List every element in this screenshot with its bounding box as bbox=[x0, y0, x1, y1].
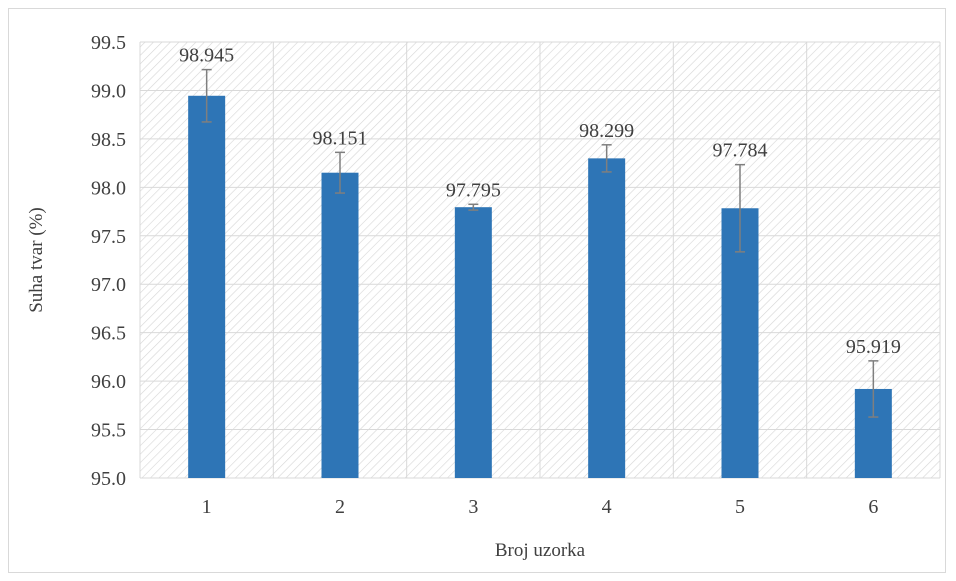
x-tick-label: 4 bbox=[602, 496, 612, 518]
y-tick-label: 99.5 bbox=[91, 32, 126, 54]
data-label: 97.784 bbox=[713, 140, 768, 162]
x-tick-label: 2 bbox=[335, 496, 345, 518]
y-tick-label: 96.0 bbox=[91, 371, 126, 393]
x-axis-title: Broj uzorka bbox=[495, 540, 586, 561]
bar bbox=[588, 158, 626, 478]
data-label: 98.299 bbox=[579, 120, 634, 142]
x-tick-label: 6 bbox=[868, 496, 878, 518]
y-axis-title: Suha tvar (%) bbox=[26, 207, 47, 313]
grid-lines bbox=[139, 41, 941, 479]
x-tick-label: 3 bbox=[468, 496, 478, 518]
bar bbox=[454, 207, 492, 478]
y-tick-label: 97.5 bbox=[91, 226, 126, 248]
x-tick-labels: 1 2 3 4 5 6 bbox=[202, 496, 879, 518]
y-tick-label: 99.0 bbox=[91, 80, 126, 102]
y-tick-label: 95.0 bbox=[91, 468, 126, 490]
x-tick-label: 5 bbox=[735, 496, 745, 518]
y-tick-label: 97.0 bbox=[91, 274, 126, 296]
y-tick-label: 95.5 bbox=[91, 420, 126, 442]
bar bbox=[321, 172, 359, 478]
x-tick-label: 1 bbox=[202, 496, 212, 518]
data-label: 98.945 bbox=[179, 45, 234, 67]
bars bbox=[188, 95, 892, 479]
y-tick-label: 98.5 bbox=[91, 129, 126, 151]
bar bbox=[188, 95, 226, 479]
data-label: 97.795 bbox=[446, 179, 501, 201]
y-tick-label: 98.0 bbox=[91, 177, 126, 199]
bar bbox=[721, 208, 759, 478]
data-label: 98.151 bbox=[313, 127, 368, 149]
y-tick-labels: 95.0 95.5 96.0 96.5 97.0 97.5 98.0 98.5 99.0 99.5 bbox=[91, 32, 126, 490]
error-bars bbox=[201, 68, 879, 418]
data-label: 95.919 bbox=[846, 336, 901, 358]
y-tick-label: 96.5 bbox=[91, 323, 126, 345]
data-labels: 98.945 98.151 97.795 98.299 97.784 95.919 bbox=[179, 45, 901, 358]
